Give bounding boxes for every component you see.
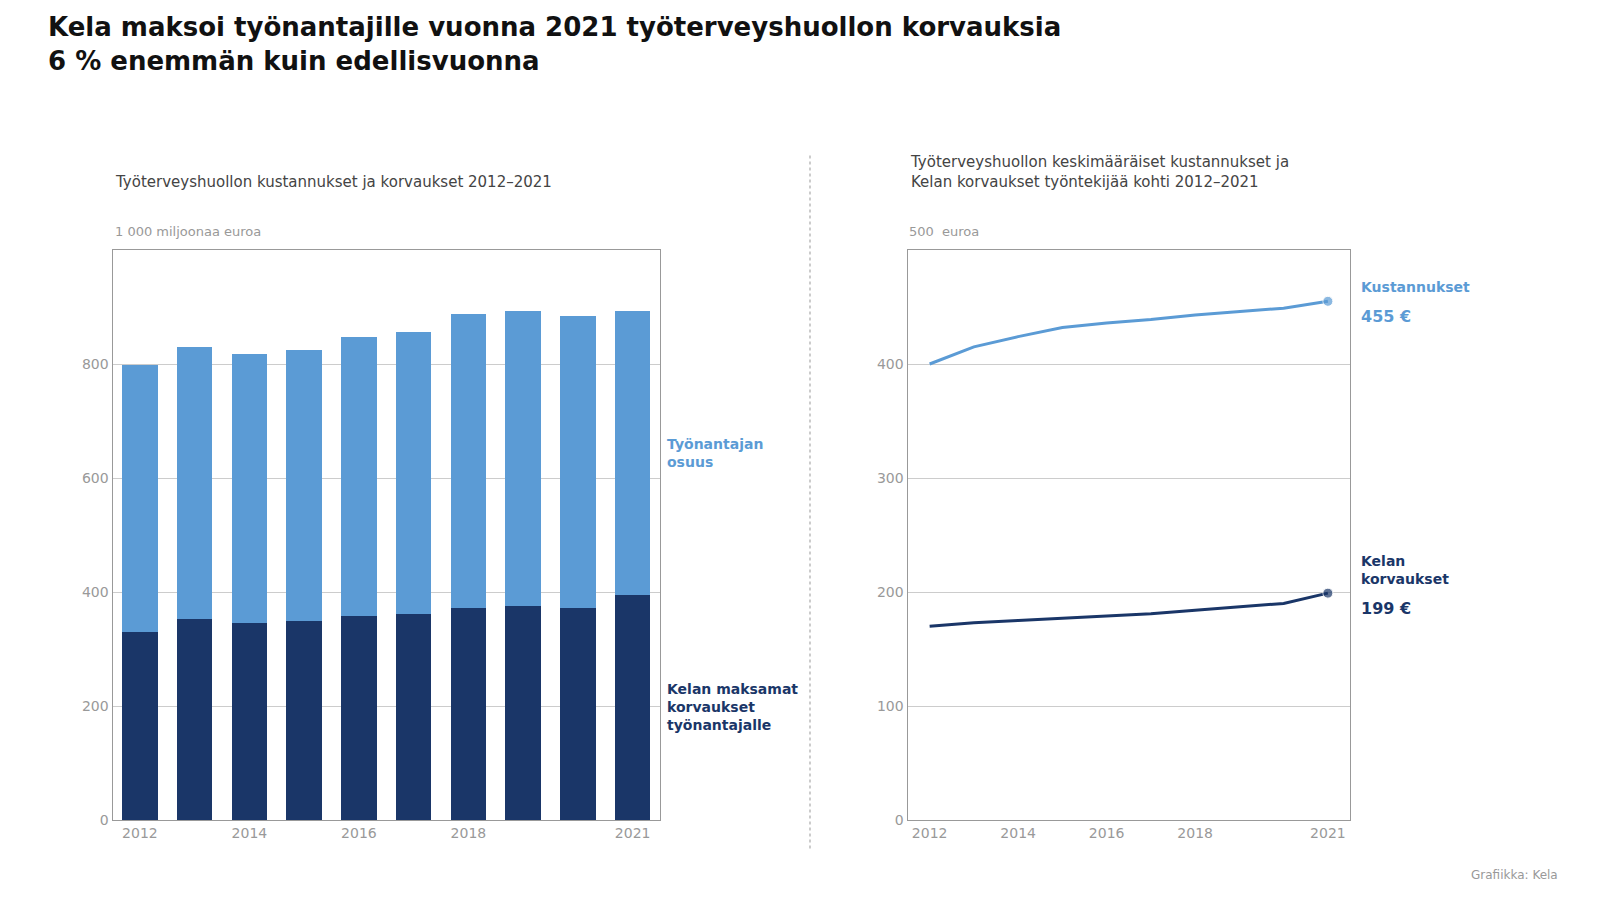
svg-text:Grafiikka: Kela: Grafiikka: Kela (1471, 868, 1558, 882)
svg-text:200: 200 (82, 698, 109, 714)
svg-text:0: 0 (100, 812, 109, 828)
svg-text:500 euroa: 500 euroa (909, 224, 979, 239)
svg-text:Kela maksoi työnantajille vuon: Kela maksoi työnantajille vuonna 2021 ty… (48, 12, 1061, 76)
svg-text:0: 0 (895, 812, 904, 828)
svg-text:455 €: 455 € (1361, 307, 1411, 326)
svg-text:2012: 2012 (912, 825, 948, 841)
svg-text:600: 600 (82, 470, 109, 486)
svg-text:Työnantajanosuus: Työnantajanosuus (667, 436, 763, 470)
svg-text:400: 400 (877, 356, 904, 372)
svg-text:Työterveyshuollon keskimääräis: Työterveyshuollon keskimääräiset kustann… (910, 153, 1289, 191)
svg-text:2018: 2018 (1177, 825, 1213, 841)
svg-text:2016: 2016 (1089, 825, 1125, 841)
svg-text:199 €: 199 € (1361, 599, 1411, 618)
svg-text:300: 300 (877, 470, 904, 486)
svg-text:100: 100 (877, 698, 904, 714)
svg-text:2021: 2021 (1310, 825, 1346, 841)
svg-text:Kelan maksamatkorvauksettyönan: Kelan maksamatkorvauksettyönantajalle (667, 681, 798, 733)
svg-text:2021: 2021 (615, 825, 651, 841)
svg-text:1 000 miljoonaa euroa: 1 000 miljoonaa euroa (115, 224, 261, 239)
svg-text:2012: 2012 (122, 825, 158, 841)
svg-text:800: 800 (82, 356, 109, 372)
svg-text:400: 400 (82, 584, 109, 600)
svg-text:2014: 2014 (232, 825, 268, 841)
svg-text:Työterveyshuollon kustannukset: Työterveyshuollon kustannukset ja korvau… (115, 173, 552, 191)
svg-text:2014: 2014 (1000, 825, 1036, 841)
svg-text:Kustannukset: Kustannukset (1361, 279, 1470, 295)
svg-text:200: 200 (877, 584, 904, 600)
svg-text:Kelankorvaukset: Kelankorvaukset (1361, 553, 1449, 587)
svg-text:2016: 2016 (341, 825, 377, 841)
svg-text:2018: 2018 (451, 825, 487, 841)
